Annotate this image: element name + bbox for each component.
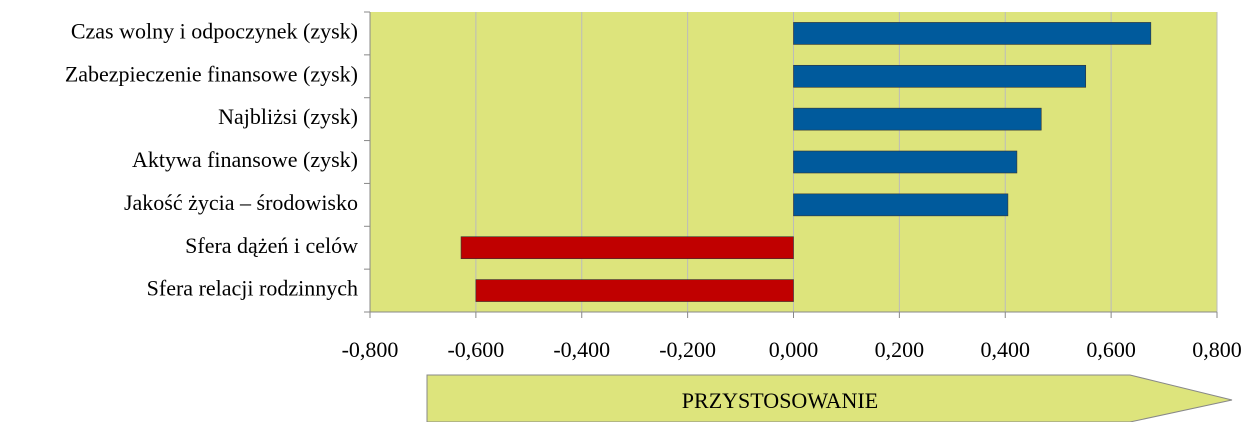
x-tick-label: 0,200 — [875, 337, 925, 362]
bar — [793, 107, 1042, 131]
x-tick-label: 0,600 — [1086, 337, 1136, 362]
y-tick-label: Sfera relacji rodzinnych — [147, 276, 358, 301]
y-tick-label: Zabezpieczenie finansowe (zysk) — [65, 61, 358, 86]
x-tick-label: -0,800 — [342, 337, 399, 362]
x-tick-label: -0,600 — [447, 337, 504, 362]
bar — [460, 236, 794, 260]
y-tick-label: Czas wolny i odpoczynek (zysk) — [71, 18, 358, 43]
x-tick-label: -0,400 — [553, 337, 610, 362]
x-tick-label: -0,200 — [659, 337, 716, 362]
x-tick-label: 0,800 — [1192, 337, 1242, 362]
y-tick-label: Jakość życia – środowisko — [124, 190, 358, 215]
bar — [793, 193, 1009, 217]
bar — [793, 22, 1152, 45]
bar — [475, 279, 794, 302]
x-axis-label: PRZYSTOSOWANIE — [682, 388, 878, 413]
x-label-arrow — [426, 374, 1233, 422]
bar — [793, 150, 1018, 174]
x-tick-label: 0,400 — [981, 337, 1031, 362]
y-tick-label: Najbliżsi (zysk) — [218, 104, 358, 129]
bar — [793, 64, 1087, 88]
y-tick-label: Aktywa finansowe (zysk) — [132, 147, 358, 172]
y-tick-label: Sfera dążeń i celów — [185, 233, 358, 258]
x-tick-label: 0,000 — [769, 337, 819, 362]
